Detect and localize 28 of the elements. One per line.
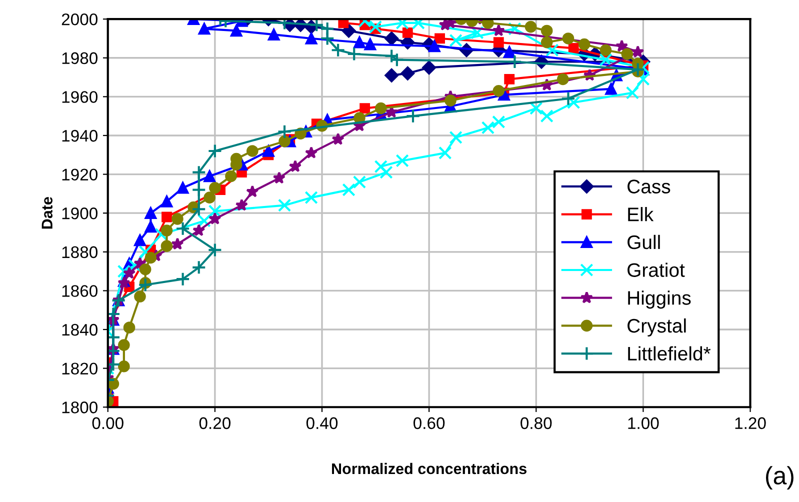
y-tick-label: 1880 [62,246,98,258]
y-tick-label: 1980 [62,52,98,64]
y-tick-label: 2000 [62,13,98,26]
y-tick-label: 1940 [62,130,98,142]
x-tick-label: 0.00 [92,417,124,430]
x-tick-label: 1.20 [735,417,766,430]
x-tick-label: 0.40 [306,417,338,430]
x-axis-title: Normalized concentrations [332,462,526,474]
y-tick-label: 1800 [62,402,98,414]
legend-label: Littlefield* [628,346,711,361]
y-tick-label: 1840 [62,324,98,336]
x-tick-label: 0.60 [413,417,445,430]
x-tick-label: 0.20 [199,417,230,430]
y-tick-label: 1900 [62,208,98,220]
legend-label: Crystal [628,318,686,337]
x-tick-label: 0.80 [520,417,552,430]
legend-label: Cass [628,180,670,194]
y-tick-label: 1820 [62,362,98,375]
legend-label: Gratiot [628,262,685,277]
y-tick-label: 1860 [62,285,98,297]
y-axis-title: Date [42,197,52,229]
text: (a) [766,466,794,490]
y-tick-label: 1960 [62,91,98,103]
legend-label: Higgins [628,290,691,309]
x-tick-label: 1.00 [628,417,659,430]
legend-label: Elk [628,207,654,222]
y-tick-label: 1920 [62,168,98,180]
legend-label: Gull [628,234,660,250]
